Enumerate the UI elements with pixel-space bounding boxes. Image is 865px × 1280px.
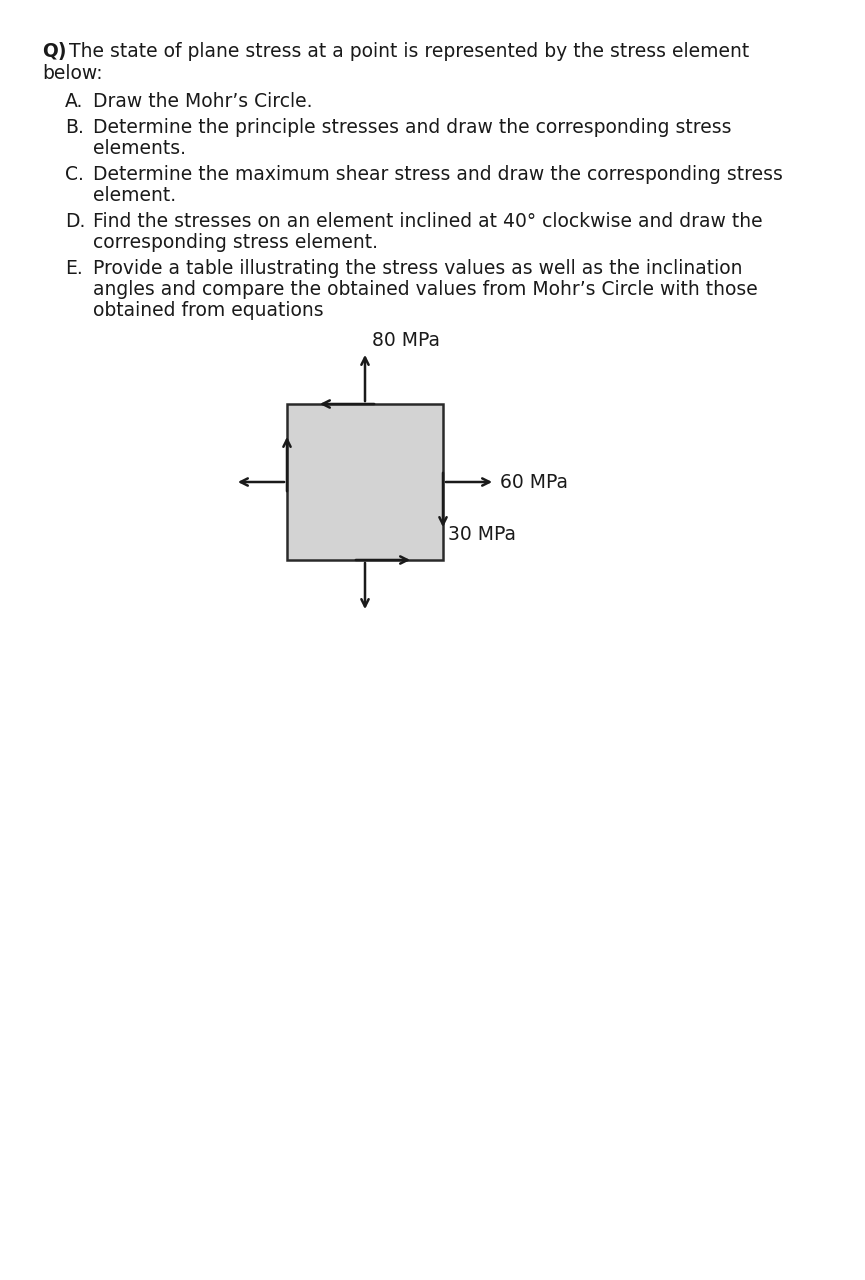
Text: obtained from equations: obtained from equations [93, 301, 324, 320]
Text: Determine the maximum shear stress and draw the corresponding stress: Determine the maximum shear stress and d… [93, 165, 783, 184]
Text: C.: C. [65, 165, 84, 184]
Text: E.: E. [65, 259, 83, 278]
Text: Find the stresses on an element inclined at 40° clockwise and draw the: Find the stresses on an element inclined… [93, 212, 763, 230]
Text: D.: D. [65, 212, 86, 230]
Text: element.: element. [93, 186, 176, 205]
Text: B.: B. [65, 118, 84, 137]
Text: 30 MPa: 30 MPa [448, 525, 516, 544]
Bar [287, 404, 443, 561]
Text: Q): Q) [42, 42, 67, 61]
Text: 80 MPa: 80 MPa [372, 332, 440, 349]
Text: Draw the Mohr’s Circle.: Draw the Mohr’s Circle. [93, 92, 312, 111]
Text: below:: below: [42, 64, 103, 83]
Text: 60 MPa: 60 MPa [500, 472, 568, 492]
Text: corresponding stress element.: corresponding stress element. [93, 233, 378, 252]
Text: Provide a table illustrating the stress values as well as the inclination: Provide a table illustrating the stress … [93, 259, 742, 278]
Text: elements.: elements. [93, 140, 186, 157]
Text: angles and compare the obtained values from Mohr’s Circle with those: angles and compare the obtained values f… [93, 280, 758, 300]
Text: The state of plane stress at a point is represented by the stress element: The state of plane stress at a point is … [69, 42, 749, 61]
Text: A.: A. [65, 92, 83, 111]
Text: Determine the principle stresses and draw the corresponding stress: Determine the principle stresses and dra… [93, 118, 732, 137]
